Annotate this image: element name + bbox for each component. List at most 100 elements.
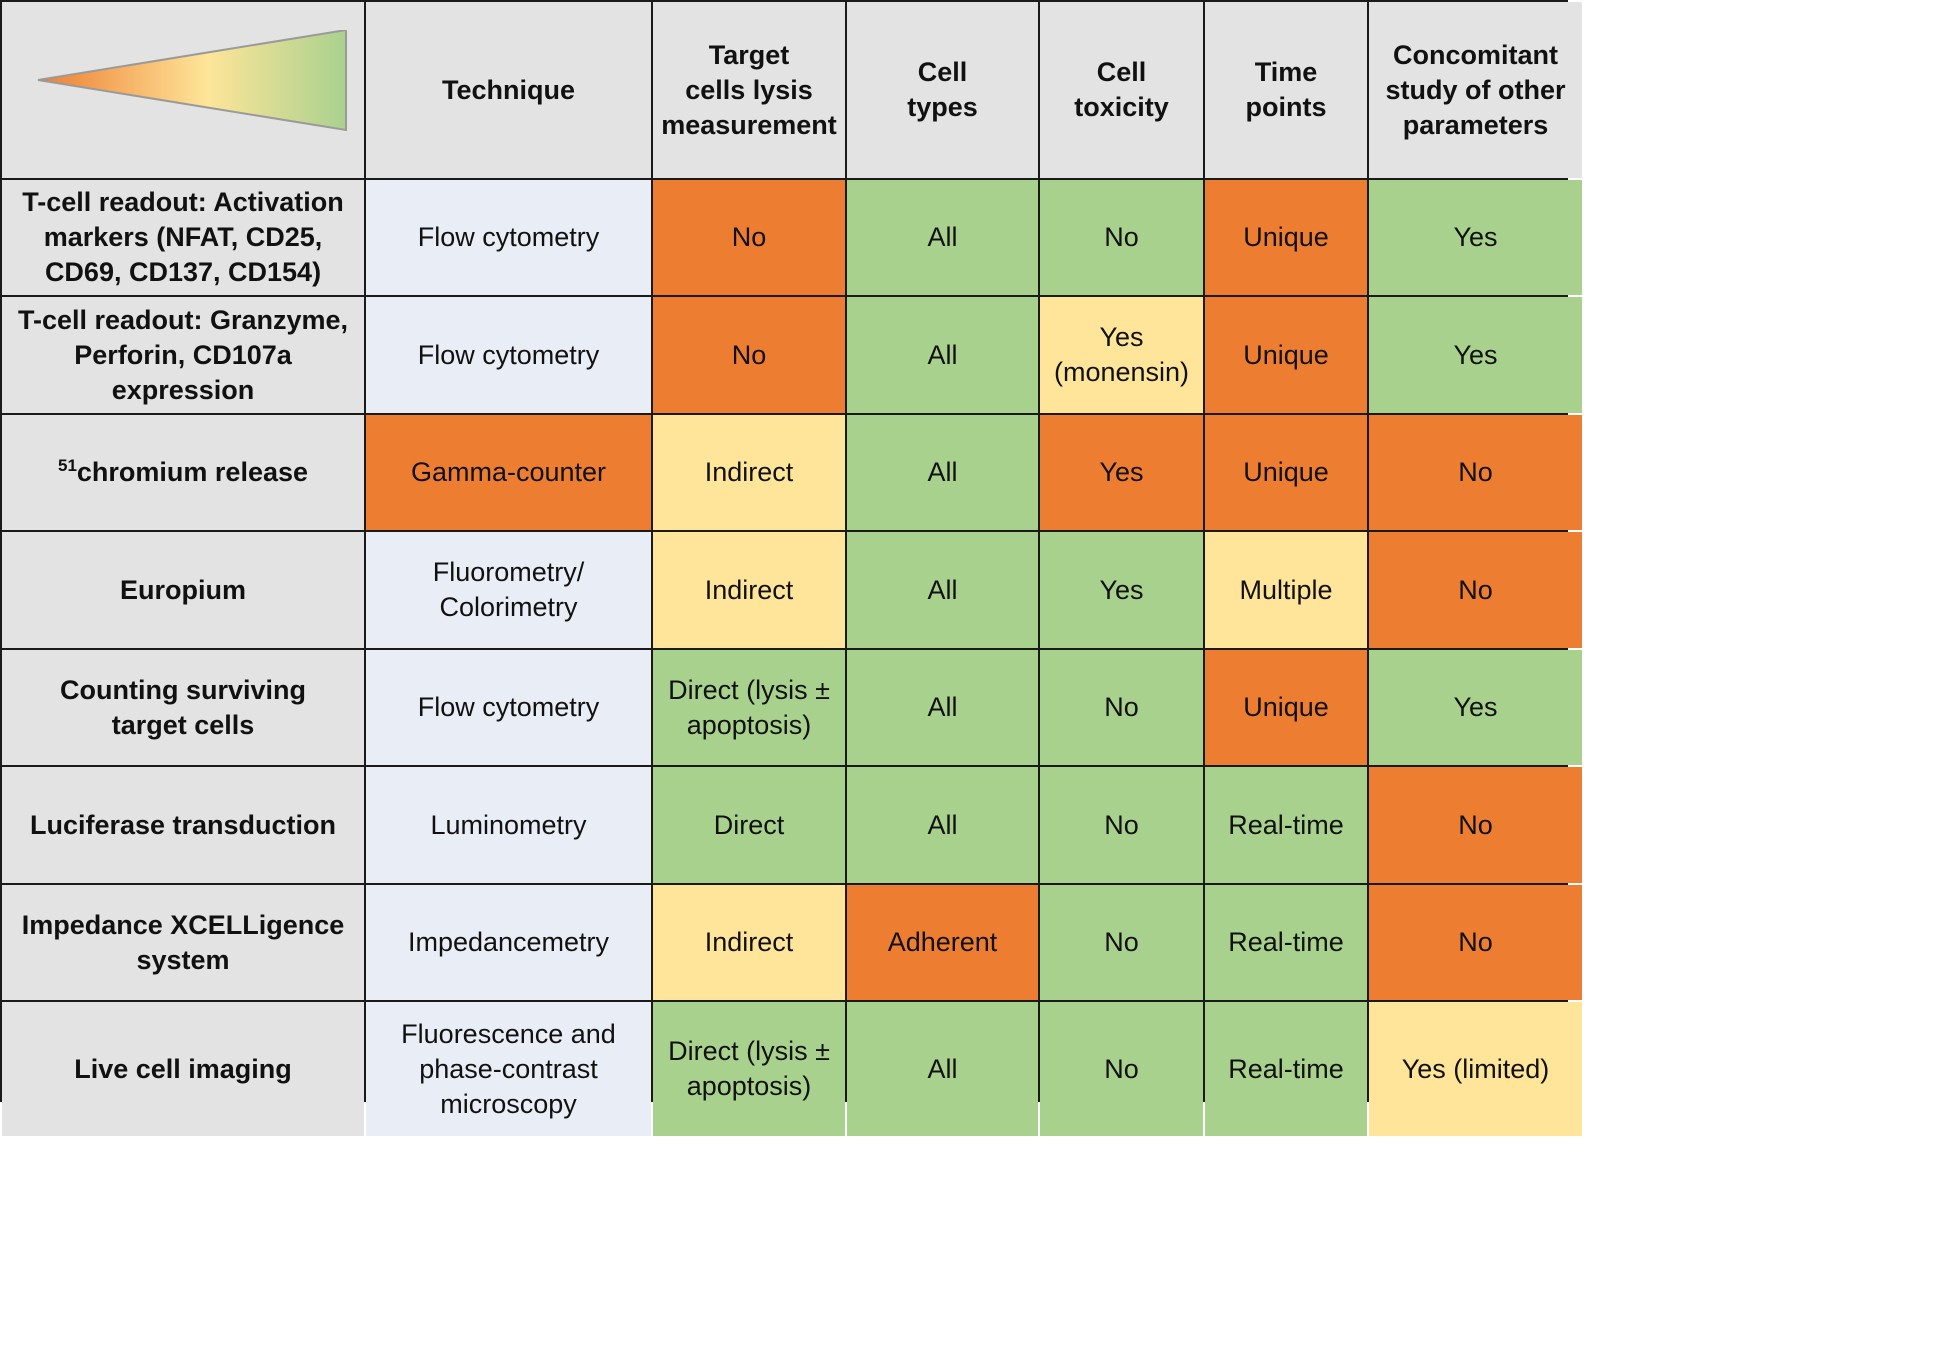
cell-value: Yes [1099,574,1144,605]
cell-value: No [1104,927,1139,957]
method-label: Luciferase transduction [29,809,337,840]
cell-toxicity-cell: No [1040,767,1203,883]
lysis-measurement-cell: Direct [653,767,845,883]
cell-types-cell: Adherent [847,885,1038,1000]
lysis-measurement-cell: No [653,297,845,413]
time-points-cell: Real-time [1205,1002,1367,1136]
concomitant-study-cell: Yes [1369,297,1582,413]
cell-value: Yes (limited) [1401,1053,1550,1084]
concomitant-study-cell: Yes [1369,180,1582,295]
concomitant-study-cell: Yes (limited) [1369,1002,1582,1136]
cell-value: Impedancemetry [407,927,610,957]
comparison-table: Technique Target cells lysis measurement… [0,0,1582,1136]
cell-value: No [1458,927,1493,957]
row-header-method: 51chromium release [2,415,364,530]
cell-value: Luminometry [430,809,587,840]
cell-value: All [927,809,958,840]
cell-value: Flow cytometry [417,339,600,370]
method-label: chromium release [76,457,309,487]
cell-toxicity-cell: Yes [1040,415,1203,530]
cell-value: All [927,574,958,605]
cell-value: All [927,222,958,252]
row-header-method: Counting surviving target cells [2,650,364,765]
column-header-cell-toxicity: Cell toxicity [1040,2,1203,178]
cell-value: Unique [1243,222,1329,252]
technique-cell: Flow cytometry [366,650,651,765]
concomitant-study-cell: No [1369,767,1582,883]
cell-types-cell: All [847,650,1038,765]
cell-types-cell: All [847,415,1038,530]
time-points-cell: Real-time [1205,767,1367,883]
cell-value: Unique [1243,457,1329,487]
method-label: Europium [120,574,246,605]
cell-value: All [927,1053,958,1084]
time-points-cell: Unique [1205,180,1367,295]
lysis-measurement-cell: Indirect [653,885,845,1000]
time-points-cell: Unique [1205,650,1367,765]
cell-value: Unique [1243,692,1329,722]
technique-cell: Flow cytometry [366,180,651,295]
column-header-concomitant-study: Concomitant study of other parameters [1369,2,1582,178]
cell-toxicity-cell: Yes [1040,532,1203,648]
cell-value: All [927,692,958,722]
cell-value: Indirect [704,574,794,605]
method-label: Counting surviving target cells [60,674,306,740]
cell-toxicity-cell: No [1040,650,1203,765]
concomitant-study-cell: Yes [1369,650,1582,765]
isotope-superscript: 51 [57,456,77,475]
lysis-measurement-cell: Indirect [653,532,845,648]
concomitant-study-cell: No [1369,415,1582,530]
column-header-technique: Technique [366,2,651,178]
cell-value: Direct (lysis ± apoptosis) [668,1036,830,1101]
row-header-method: Europium [2,532,364,648]
column-header-time-points: Time points [1205,2,1367,178]
time-points-cell: Multiple [1205,532,1367,648]
cell-value: No [1104,809,1139,840]
cell-value: Yes [1453,339,1498,370]
cell-value: No [731,222,767,252]
cell-value: Yes [1453,692,1498,722]
row-header-method: Live cell imaging [2,1002,364,1136]
cell-types-cell: All [847,767,1038,883]
cell-value: Indirect [704,457,794,487]
cell-value: No [1104,222,1139,252]
cell-value: Yes [1453,222,1498,252]
cell-value: Yes (monensin) [1053,322,1190,387]
method-label: T-cell readout: Activation markers (NFAT… [22,187,344,287]
technique-cell: Flow cytometry [366,297,651,413]
cell-value: Gamma-counter [410,457,607,487]
cell-value: Yes [1099,457,1144,487]
technique-cell: Gamma-counter [366,415,651,530]
cell-value: Flow cytometry [417,692,600,722]
method-label: T-cell readout: Granzyme, Perforin, CD10… [17,304,349,405]
lysis-measurement-cell: Direct (lysis ± apoptosis) [653,650,845,765]
cell-toxicity-cell: No [1040,885,1203,1000]
cell-value: No [1104,1053,1139,1084]
lysis-measurement-cell: No [653,180,845,295]
lysis-measurement-cell: Indirect [653,415,845,530]
time-points-cell: Unique [1205,415,1367,530]
cell-toxicity-cell: Yes (monensin) [1040,297,1203,413]
cell-value: Adherent [887,927,998,957]
time-points-cell: Unique [1205,297,1367,413]
cell-value: Fluorescence and phase-contrast microsco… [401,1018,616,1119]
column-header-cell-types: Cell types [847,2,1038,178]
cell-value: Flow cytometry [417,222,600,252]
cell-value: No [1458,457,1493,487]
cell-value: Indirect [704,927,794,957]
technique-cell: Fluorescence and phase-contrast microsco… [366,1002,651,1136]
cell-types-cell: All [847,297,1038,413]
technique-cell: Impedancemetry [366,885,651,1000]
cell-value: Unique [1243,339,1329,370]
row-header-method: T-cell readout: Activation markers (NFAT… [2,180,364,295]
cell-value: Real-time [1228,809,1344,840]
lysis-measurement-cell: Direct (lysis ± apoptosis) [653,1002,845,1136]
cell-value: Direct (lysis ± apoptosis) [668,674,830,740]
cell-value: No [1458,574,1493,605]
cell-value: No [731,339,767,370]
concomitant-study-cell: No [1369,885,1582,1000]
cell-value: No [1458,809,1493,840]
cell-value: Direct [713,809,785,840]
cell-types-cell: All [847,180,1038,295]
row-header-method: T-cell readout: Granzyme, Perforin, CD10… [2,297,364,413]
